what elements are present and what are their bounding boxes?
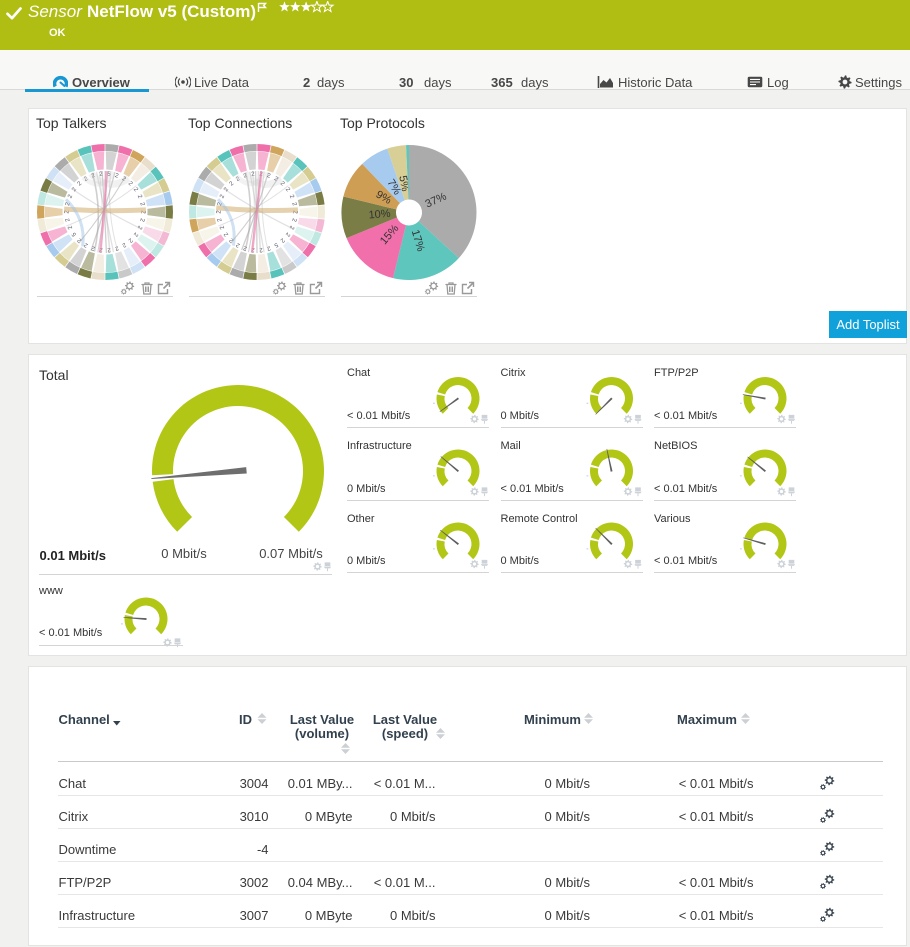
svg-text:2: 2 — [138, 202, 145, 207]
svg-text:2: 2 — [136, 194, 143, 200]
svg-text:2: 2 — [138, 218, 145, 223]
svg-text:2: 2 — [90, 244, 96, 251]
svg-text:2: 2 — [67, 224, 74, 230]
svg-text:2: 2 — [290, 202, 297, 207]
svg-text:2: 2 — [235, 176, 241, 183]
svg-text:2: 2 — [223, 230, 230, 237]
svg-text:2: 2 — [279, 181, 286, 188]
svg-text:2: 2 — [71, 186, 78, 193]
svg-text:2: 2 — [219, 224, 226, 230]
svg-text:2: 2 — [265, 244, 271, 251]
svg-text:2: 2 — [136, 225, 143, 231]
svg-text:5: 5 — [272, 241, 278, 248]
svg-text:2: 2 — [126, 237, 133, 244]
svg-text:2: 2 — [217, 217, 224, 222]
svg-text:2: 2 — [284, 187, 291, 194]
svg-text:2: 2 — [83, 176, 89, 183]
svg-text:2: 2 — [132, 231, 139, 238]
svg-text:2: 2 — [113, 244, 119, 251]
svg-text:2: 2 — [219, 193, 226, 199]
svg-text:2: 2 — [67, 193, 74, 199]
svg-text:5%: 5% — [396, 175, 411, 193]
svg-text:2: 2 — [99, 171, 104, 177]
svg-text:2: 2 — [120, 241, 126, 248]
svg-text:2: 2 — [235, 241, 241, 248]
svg-text:2: 2 — [217, 210, 223, 214]
svg-text:5: 5 — [71, 230, 78, 237]
svg-text:2: 2 — [273, 176, 279, 183]
svg-text:2: 2 — [229, 180, 236, 187]
svg-text:2: 2 — [251, 171, 256, 177]
svg-text:2: 2 — [127, 181, 134, 188]
svg-text:2: 2 — [288, 194, 295, 200]
svg-text:2: 2 — [83, 241, 89, 248]
svg-text:2: 2 — [228, 236, 235, 243]
svg-text:2: 2 — [76, 236, 83, 243]
svg-text:2: 2 — [288, 225, 295, 231]
svg-text:5: 5 — [107, 172, 112, 178]
svg-text:2: 2 — [132, 187, 139, 194]
svg-text:10%: 10% — [368, 208, 391, 222]
svg-text:2: 2 — [284, 231, 291, 238]
svg-text:2: 2 — [114, 173, 120, 180]
svg-text:2: 2 — [278, 237, 285, 244]
svg-text:2: 2 — [65, 217, 72, 222]
svg-text:2: 2 — [258, 246, 263, 252]
svg-text:2: 2 — [290, 218, 297, 223]
svg-text:2: 2 — [77, 180, 84, 187]
svg-text:2: 2 — [106, 246, 111, 252]
svg-text:2: 2 — [223, 186, 230, 193]
svg-text:2: 2 — [266, 173, 272, 180]
